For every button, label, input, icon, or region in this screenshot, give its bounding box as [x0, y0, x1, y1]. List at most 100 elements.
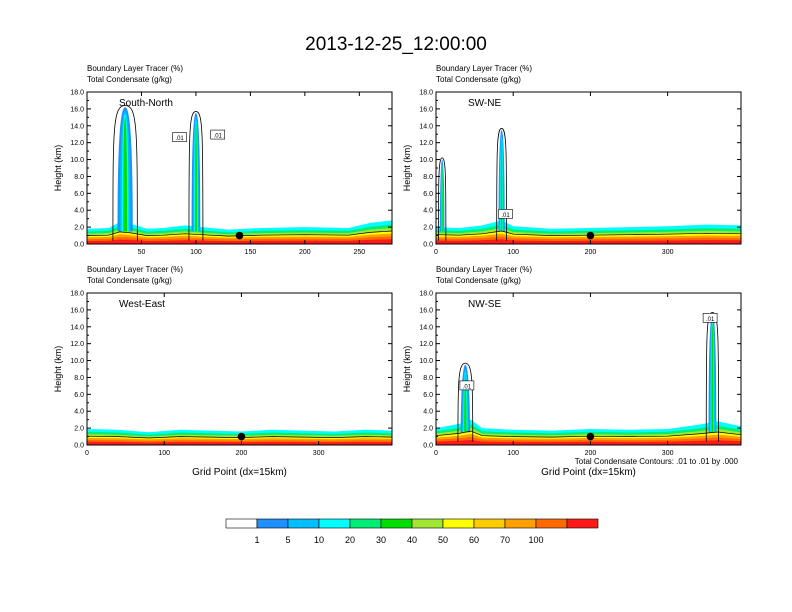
colorbar-swatch	[504, 518, 537, 529]
panel-west-east: 0.0 2.0 4.0 6.0 8.0 10.0 12.0 14.0 16.0 18.0 0 100 2…	[53, 265, 393, 478]
surface-condensate-contour	[87, 230, 392, 237]
x-tick-label: 150	[245, 249, 257, 256]
tracer-layer-6	[87, 441, 392, 445]
colorbar-label: 5	[285, 535, 290, 545]
surface-condensate-contour	[436, 230, 741, 236]
y-tick-label: 18.0	[419, 291, 433, 298]
colorbar-swatch	[411, 518, 444, 529]
plume-0-layer-3	[500, 139, 503, 232]
condensate-contour	[112, 105, 138, 241]
plot-frame	[86, 292, 393, 446]
y-axis-label: Height (km)	[402, 145, 412, 192]
x-tick-label: 100	[507, 249, 519, 256]
x-tick-label: 300	[662, 249, 674, 256]
y-tick-label: 16.0	[419, 106, 433, 113]
y-axis-label: Height (km)	[53, 145, 63, 192]
x-tick-label: 0	[434, 450, 438, 457]
plot-frame	[435, 91, 742, 245]
y-tick-label: 2.0	[423, 426, 433, 433]
y-tick-label: 18.0	[70, 291, 84, 298]
y-tick-label: 2.0	[74, 225, 84, 232]
y-tick-label: 4.0	[74, 409, 84, 416]
y-tick-label: 8.0	[423, 174, 433, 181]
panel-nw-se: .01 .01 0.0 2.0 4.0 6.0 8.0 10.0 12.0 14.0 16.0 18.…	[402, 265, 742, 478]
panel-title-line: Boundary Layer Tracer (%)	[436, 265, 532, 274]
x-tick-label: 0	[434, 249, 438, 256]
colorbar-swatch	[535, 518, 568, 529]
y-tick-label: 14.0	[70, 123, 84, 130]
plot-area	[87, 105, 392, 244]
condensate-contour	[496, 127, 507, 241]
y-tick-label: 14.0	[70, 324, 84, 331]
panel-sw-ne: .01 0.0 2.0 4.0 6.0 8.0 10.0 12.0 14.0 16.0 18.0 0 1…	[402, 64, 742, 256]
x-tick-label: 100	[190, 249, 202, 256]
surface-condensate-contour	[436, 430, 741, 438]
location-marker	[586, 432, 595, 441]
x-tick-label: 0	[85, 450, 89, 457]
x-tick-label: 50	[138, 249, 146, 256]
colorbar-swatch	[473, 518, 506, 529]
panel-name: SW-NE	[468, 98, 501, 109]
plume-1-layer-3	[194, 122, 198, 232]
contour-label: .01	[210, 129, 226, 140]
x-tick-label: 100	[507, 450, 519, 457]
colorbar-swatch	[225, 518, 258, 529]
svg-text:.01: .01	[501, 213, 510, 219]
plume-1-layer-3	[711, 323, 714, 433]
tracer-layer-6	[436, 239, 741, 244]
tracer-layer-6	[436, 439, 741, 445]
y-tick-label: 6.0	[74, 392, 84, 399]
y-tick-label: 0.0	[74, 242, 84, 249]
plot-frame	[435, 292, 742, 446]
x-tick-label: 200	[585, 249, 597, 256]
condensate-contour	[705, 312, 720, 442]
svg-text:.01: .01	[214, 134, 223, 140]
y-tick-label: 6.0	[74, 191, 84, 198]
y-tick-label: 14.0	[419, 324, 433, 331]
y-tick-label: 10.0	[419, 358, 433, 365]
y-tick-label: 10.0	[70, 157, 84, 164]
figure-title: 2013-12-25_12:00:00	[305, 34, 487, 55]
colorbar-swatch	[256, 518, 289, 529]
panel-name: West-East	[119, 299, 165, 310]
y-tick-label: 6.0	[423, 392, 433, 399]
panel-title-line: Boundary Layer Tracer (%)	[87, 265, 183, 274]
svg-text:.01: .01	[175, 136, 184, 142]
colorbar-swatch	[566, 518, 599, 529]
location-marker	[235, 231, 244, 240]
y-tick-label: 12.0	[419, 341, 433, 348]
y-tick-label: 12.0	[419, 140, 433, 147]
x-axis-label: Grid Point (dx=15km)	[192, 467, 287, 478]
y-tick-label: 0.0	[74, 443, 84, 450]
y-tick-label: 12.0	[70, 140, 84, 147]
plume-1-layer-3	[441, 169, 443, 232]
colorbar-label: 40	[407, 535, 417, 545]
y-tick-label: 4.0	[74, 208, 84, 215]
colorbar-label: 70	[500, 535, 510, 545]
contour-label: .01	[702, 313, 718, 323]
condensate-contour	[457, 362, 474, 442]
x-tick-label: 200	[236, 450, 248, 457]
colorbar-label: 20	[345, 535, 355, 545]
y-tick-label: 10.0	[419, 157, 433, 164]
y-tick-label: 4.0	[423, 208, 433, 215]
y-tick-label: 8.0	[423, 375, 433, 382]
y-tick-label: 0.0	[423, 443, 433, 450]
colorbar-swatch	[380, 518, 413, 529]
panels: .01 .01 0.0 2.0 4.0 6.0 8.0 10.0 12.0 14.0 16.0 18.…	[53, 64, 742, 478]
y-tick-label: 14.0	[419, 123, 433, 130]
y-tick-label: 16.0	[70, 106, 84, 113]
panel-name: South-North	[119, 98, 173, 109]
colorbar-label: 60	[469, 535, 479, 545]
colorbar-swatch	[349, 518, 382, 529]
y-tick-label: 8.0	[74, 375, 84, 382]
location-marker	[237, 432, 246, 441]
panel-title-line: Total Condensate (g/kg)	[436, 75, 521, 84]
colorbar-label: 10	[314, 535, 324, 545]
panel-title-line: Total Condensate (g/kg)	[87, 276, 172, 285]
y-tick-label: 2.0	[74, 426, 84, 433]
y-tick-label: 10.0	[70, 358, 84, 365]
x-tick-label: 250	[353, 249, 365, 256]
x-tick-label: 200	[585, 450, 597, 457]
